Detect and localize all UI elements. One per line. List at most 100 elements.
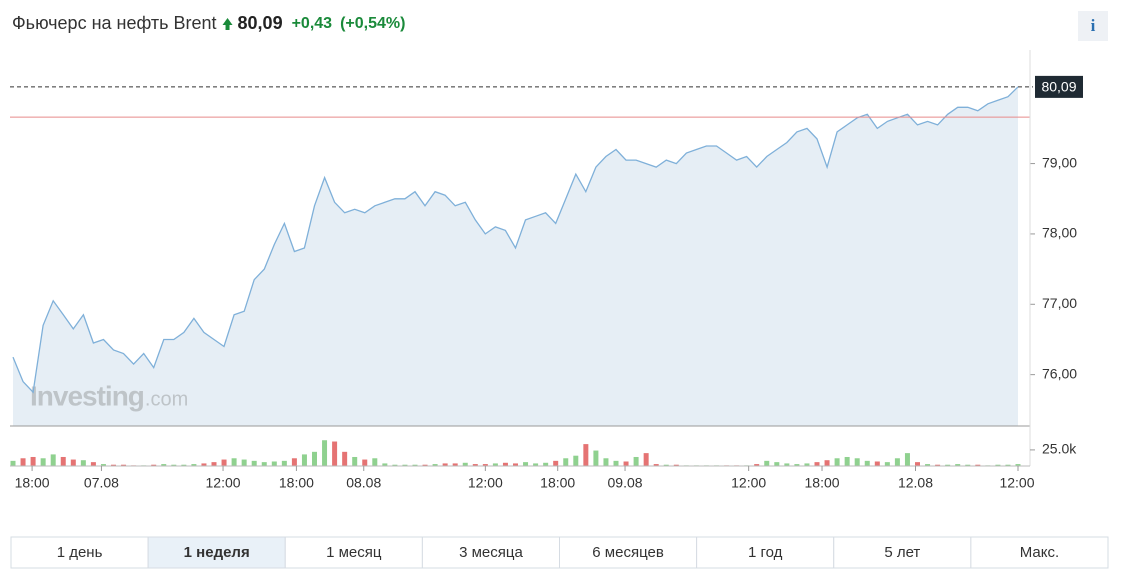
volume-bar [30, 456, 36, 466]
volume-bar [211, 462, 217, 466]
volume-bar [201, 463, 207, 466]
volume-bar [472, 464, 478, 466]
x-tick-label: 09.08 [608, 475, 643, 491]
volume-bar [452, 463, 458, 466]
volume-bar [553, 460, 559, 466]
volume-bar [754, 464, 760, 466]
volume-bar [955, 464, 961, 466]
last-price-label: 80,09 [1041, 79, 1076, 95]
volume-bar [492, 463, 498, 466]
x-tick-label: 12:00 [731, 475, 766, 491]
volume-bar [50, 454, 56, 466]
volume-bar [774, 462, 780, 466]
volume-bar [653, 464, 659, 466]
volume-bar [804, 463, 810, 466]
x-tick-label: 12:00 [468, 475, 503, 491]
range-button[interactable] [10, 536, 149, 569]
volume-bar [523, 462, 529, 466]
volume-bar [814, 462, 820, 466]
volume-bar [462, 462, 468, 466]
title: Фьючерс на нефть Brent [12, 13, 217, 33]
volume-bar [533, 463, 539, 466]
y-tick-label: 78,00 [1042, 225, 1077, 241]
info-icon[interactable]: i [1091, 16, 1096, 35]
range-button[interactable] [421, 536, 560, 569]
volume-bar [372, 458, 378, 466]
info-button[interactable] [1078, 11, 1108, 41]
volume-bar [181, 464, 187, 466]
volume-bar [362, 459, 368, 466]
volume-bar [342, 451, 348, 466]
volume-bar [874, 461, 880, 466]
volume-tick-label: 25.0k [1042, 441, 1077, 457]
volume-bar [513, 463, 518, 466]
range-button-label[interactable]: 3 месяца [459, 544, 523, 561]
volume-bar [392, 464, 398, 466]
volume-bar [884, 462, 890, 466]
range-button[interactable] [833, 536, 972, 569]
range-button[interactable] [970, 536, 1109, 569]
range-button[interactable] [284, 536, 423, 569]
x-tick-label: 12.08 [898, 475, 933, 491]
range-button-label[interactable]: 1 год [748, 544, 783, 561]
volume-bar [111, 464, 116, 466]
volume-bar [231, 458, 237, 466]
volume-bar [965, 464, 971, 466]
volume-bar [935, 464, 941, 466]
volume-bar [221, 459, 227, 466]
x-tick-label: 18:00 [805, 475, 840, 491]
volume-bar [864, 460, 870, 466]
volume-bar [915, 462, 920, 466]
range-button-label[interactable]: 6 месяцев [592, 544, 664, 561]
volume-bar [593, 450, 599, 466]
volume-bar [10, 460, 16, 466]
range-button-label[interactable]: 1 неделя [184, 544, 250, 561]
volume-bar [90, 462, 96, 466]
volume-bar [40, 458, 46, 466]
range-button-label[interactable]: 1 месяц [326, 544, 382, 561]
x-tick-label: 12:00 [206, 475, 241, 491]
volume-bar [583, 444, 589, 466]
range-button-label[interactable]: Макс. [1020, 544, 1059, 561]
range-button-label[interactable]: 1 день [57, 544, 103, 561]
volume-bar [543, 462, 549, 466]
volume-bar [502, 462, 508, 466]
x-tick-label: 18:00 [15, 475, 50, 491]
volume-bar [623, 461, 629, 466]
volume-bar [794, 464, 800, 466]
volume-bar [251, 460, 257, 466]
volume-bar [70, 459, 76, 466]
volume-bar [151, 464, 157, 466]
volume-bar [412, 464, 418, 466]
volume-bar [643, 453, 649, 466]
volume-bar [161, 464, 167, 466]
volume-bar [603, 458, 609, 466]
change: +0,43 [292, 15, 333, 32]
volume-bar [352, 456, 358, 466]
up-arrow [222, 18, 233, 30]
range-button[interactable] [696, 536, 835, 569]
change-percent: (+0,54%) [340, 15, 405, 32]
volume-bar [332, 441, 338, 466]
volume-bar [241, 459, 247, 466]
x-tick-label: 07.08 [84, 475, 119, 491]
volume-bar [80, 460, 86, 466]
volume-bar [1005, 464, 1011, 466]
volume-bar [261, 462, 267, 466]
y-tick-label: 76,00 [1042, 365, 1077, 381]
x-tick-label: 18:00 [540, 475, 575, 491]
volume-bar [894, 458, 900, 466]
volume-bar [633, 456, 639, 466]
watermark: Investing [30, 380, 144, 411]
range-button-label[interactable]: 5 лет [884, 544, 920, 561]
volume-bar [844, 456, 850, 466]
volume-bar [482, 464, 488, 466]
volume-bar [764, 460, 770, 466]
volume-bar [291, 458, 297, 466]
volume-bar [312, 451, 317, 466]
volume-bar [854, 458, 860, 466]
x-tick-label: 18:00 [279, 475, 314, 491]
volume-bar [382, 463, 388, 466]
range-button[interactable] [559, 536, 698, 569]
volume-bar [995, 464, 1001, 466]
